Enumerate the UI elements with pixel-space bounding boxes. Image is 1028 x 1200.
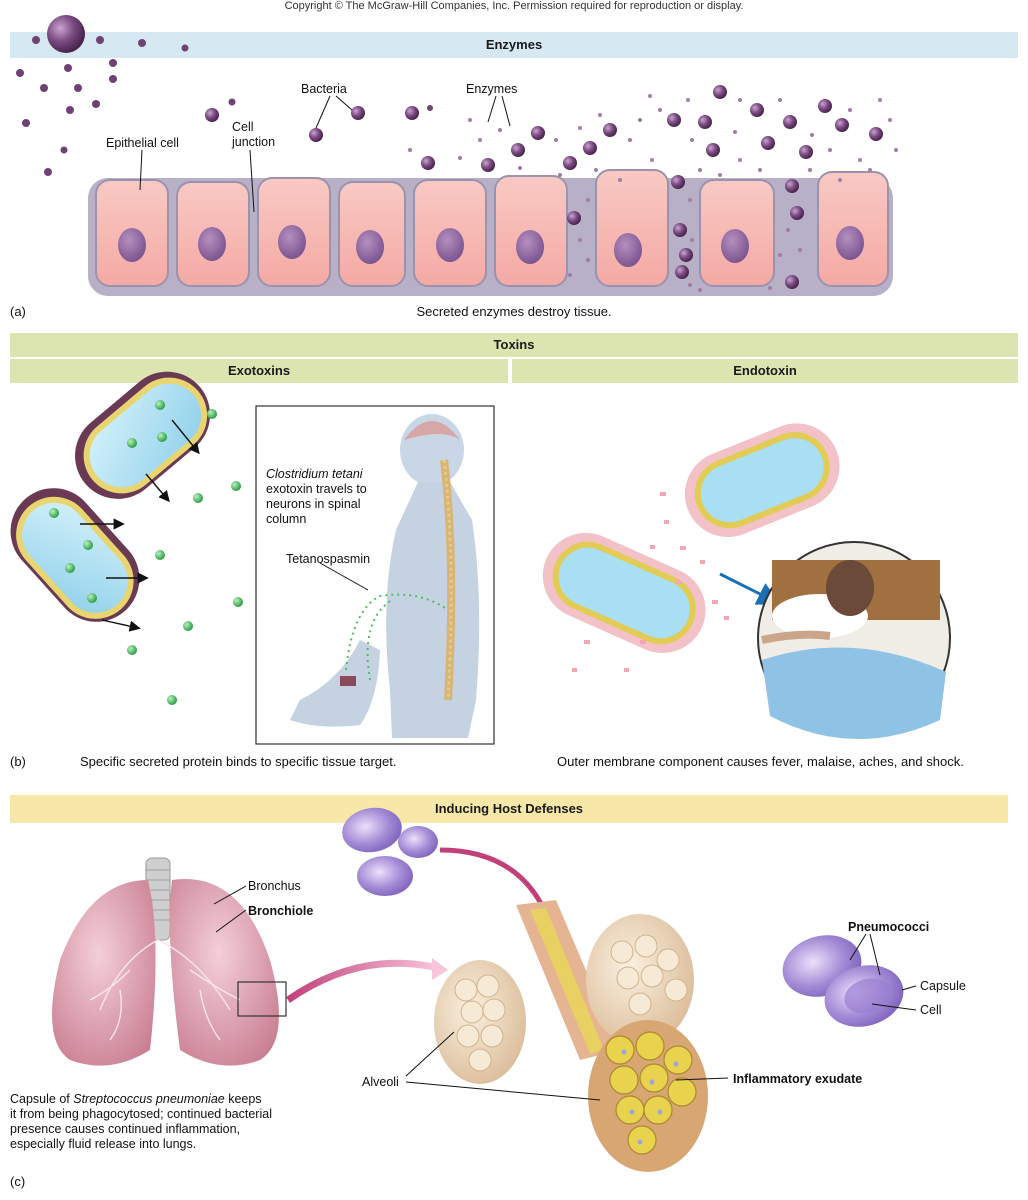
clostridium-label: Clostridium tetani — [266, 467, 363, 482]
panel-a-leaders — [139, 95, 511, 213]
enzyme-dots — [408, 94, 898, 292]
tetanospasmin-leader — [319, 562, 369, 591]
panel-c-caption-line2: it from being phagocytosed; continued ba… — [10, 1107, 272, 1121]
exotoxin-line1: exotoxin travels to — [266, 482, 367, 496]
bronchus-label: Bronchus — [248, 879, 301, 893]
endotoxin-title: Endotoxin — [733, 363, 797, 378]
panel-c-caption-post: keeps — [224, 1092, 262, 1106]
bronchial-tree — [89, 939, 241, 1041]
panel-c-leaders — [213, 885, 247, 933]
tetanospasmin-label: Tetanospasmin — [286, 552, 371, 566]
cell-nuclei — [118, 225, 864, 267]
exotoxins-band: Exotoxins — [10, 359, 508, 383]
cell-junction-label-line1: Cell — [232, 120, 254, 134]
tetanospasmin-path — [345, 593, 449, 681]
bronchiole-label: Bronchiole — [248, 904, 314, 918]
enzymes-label: Enzymes — [466, 82, 518, 96]
bacteria-label: Bacteria — [301, 82, 347, 96]
panel-c-caption-line4: especially fluid release into lungs. — [10, 1137, 197, 1151]
wound-nail — [340, 676, 356, 686]
exotoxin-green-particles — [49, 400, 243, 705]
left-lung — [52, 880, 156, 1066]
endotoxin-band: Endotoxin — [512, 359, 1018, 383]
right-lung — [169, 879, 279, 1066]
capsule-label: Capsule — [920, 979, 966, 993]
human-figure — [290, 414, 480, 738]
exotoxin-bacterium-bottom — [10, 488, 140, 622]
host-defenses-band: Inducing Host Defenses — [10, 795, 1008, 823]
toxins-band: Toxins — [10, 333, 1018, 357]
panel-b-letter: (b) — [10, 754, 26, 769]
pneumococci-label: Pneumococci — [848, 920, 930, 934]
exotoxin-bacterium-top — [75, 371, 211, 499]
endotoxin-fragments — [572, 492, 729, 672]
exotoxin-arrows — [80, 419, 200, 632]
panel-c-caption-line1: Capsule of Streptococcus pneumoniae keep… — [10, 1092, 310, 1107]
panel-a-caption: Secreted enzymes destroy tissue. — [416, 304, 612, 319]
alveoli-label: Alveoli — [362, 1075, 399, 1089]
pneumococci-leaders — [849, 933, 917, 1011]
endotoxin-bacterium-top — [684, 423, 840, 538]
cell-label: Cell — [920, 1003, 942, 1017]
epithelial-cell-label: Epithelial cell — [106, 136, 179, 150]
panel-c-caption-line3: presence causes continued inflammation, — [10, 1122, 240, 1136]
enzymes-illustration — [16, 15, 898, 296]
exotoxins-title: Exotoxins — [227, 363, 291, 378]
host-defenses-title: Inducing Host Defenses — [434, 801, 584, 816]
panel-b-caption-right: Outer membrane component causes fever, m… — [557, 754, 964, 769]
exotoxin-line3: column — [266, 512, 307, 526]
panel-c-letter: (c) — [10, 1174, 26, 1189]
clostridium-species: Clostridium tetani — [266, 467, 363, 481]
bacteria-spheres — [47, 15, 883, 289]
zoom-box — [237, 981, 287, 1017]
cell-junction-label-line2: junction — [232, 135, 276, 149]
zoom-arrow — [286, 959, 439, 1003]
toxins-illustration — [10, 371, 951, 745]
enzymes-band-title: Enzymes — [485, 37, 543, 52]
exotoxin-line2: neurons in spinal — [266, 497, 361, 511]
panel-c-caption-species: Streptococcus pneumoniae — [73, 1092, 225, 1106]
inflammatory-exudate-label: Inflammatory exudate — [733, 1072, 863, 1086]
endotoxin-bacterium-bottom — [542, 532, 706, 654]
exudate-bubbles — [605, 1031, 697, 1155]
panel-c-caption-pre: Capsule of — [10, 1092, 74, 1106]
copyright-notice: Copyright © The McGraw-Hill Companies, I… — [284, 0, 744, 12]
toxins-band-title: Toxins — [493, 337, 535, 352]
patient-illustration — [757, 541, 951, 740]
alveoli-leaders — [405, 1031, 729, 1101]
enzymes-band: Enzymes — [10, 32, 1018, 58]
panel-a-letter: (a) — [10, 304, 26, 319]
small-particles-left — [16, 36, 433, 176]
panel-b-caption-left: Specific secreted protein binds to speci… — [80, 754, 397, 769]
floating-pneumococci — [342, 807, 438, 896]
